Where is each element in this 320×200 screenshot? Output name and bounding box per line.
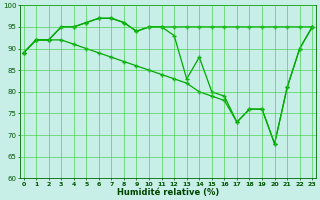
X-axis label: Humidité relative (%): Humidité relative (%) xyxy=(117,188,219,197)
